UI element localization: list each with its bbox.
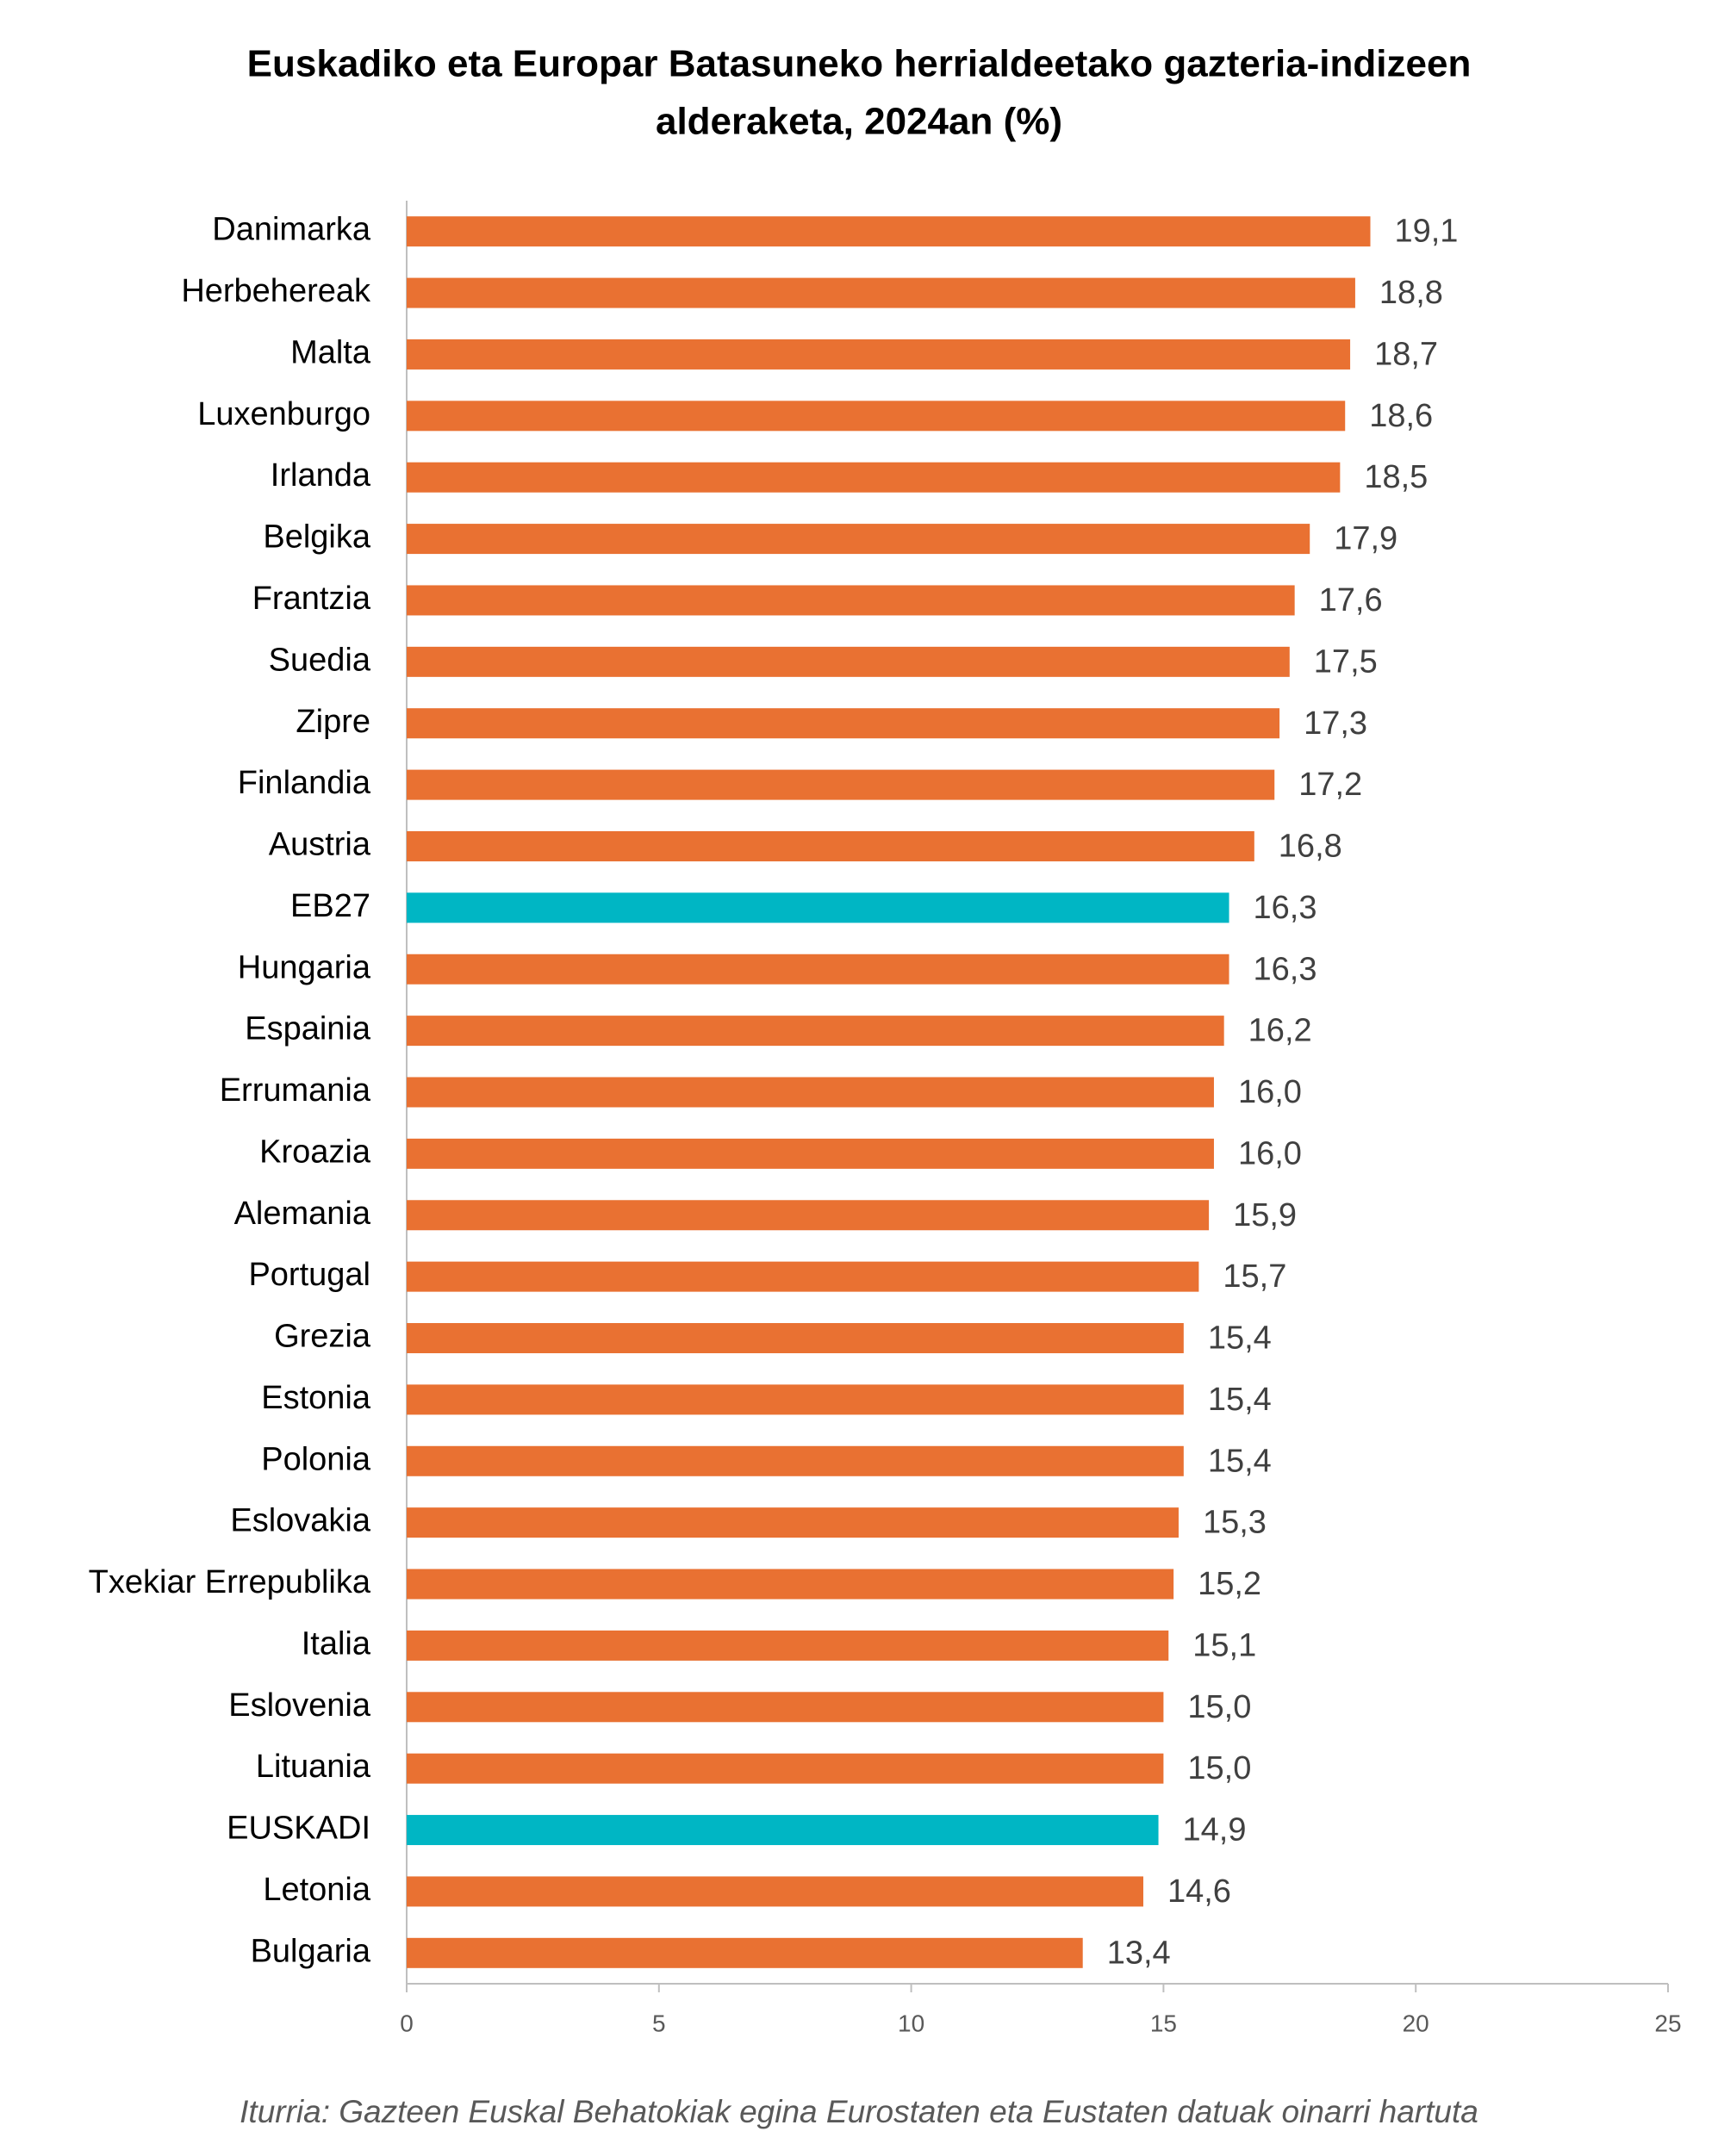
value-label: 14,6 <box>1167 1873 1231 1910</box>
bar <box>407 1323 1184 1354</box>
y-tick-label: Alemania <box>234 1196 371 1232</box>
bar <box>407 830 1254 861</box>
bar <box>407 1876 1143 1907</box>
x-tick-label: 15 <box>1150 2010 1177 2036</box>
y-tick-label: Austria <box>269 827 371 863</box>
value-label: 15,4 <box>1208 1382 1272 1418</box>
value-label: 15,0 <box>1187 1689 1251 1725</box>
value-label: 15,4 <box>1208 1320 1272 1357</box>
x-tick-label: 25 <box>1654 2010 1681 2036</box>
value-label: 16,2 <box>1248 1013 1312 1049</box>
bar <box>407 708 1280 739</box>
y-tick-label: Polonia <box>261 1441 371 1477</box>
value-label: 15,9 <box>1233 1197 1297 1233</box>
value-label: 18,6 <box>1369 398 1433 434</box>
bar <box>407 1630 1169 1661</box>
x-tick-label: 5 <box>652 2010 666 2036</box>
bar <box>407 462 1341 493</box>
bar <box>407 1445 1184 1476</box>
value-label: 17,6 <box>1319 582 1383 618</box>
x-tick-label: 10 <box>898 2010 924 2036</box>
value-label: 15,2 <box>1198 1566 1261 1602</box>
bar <box>407 769 1275 800</box>
bar <box>407 1753 1164 1784</box>
value-label: 18,8 <box>1379 275 1443 311</box>
bar <box>407 277 1355 308</box>
chart-title: alderaketa, 2024an (%) <box>656 101 1062 143</box>
bar <box>407 646 1290 677</box>
y-tick-label: Irlanda <box>271 457 371 494</box>
bar <box>407 1261 1199 1292</box>
y-tick-label: Txekiar Errepublika <box>89 1564 371 1600</box>
value-label: 15,1 <box>1192 1627 1256 1663</box>
value-label: 17,5 <box>1314 643 1378 680</box>
bar <box>407 1569 1174 1600</box>
chart-title: Euskadiko eta Europar Batasuneko herrial… <box>247 43 1472 85</box>
value-label: 15,3 <box>1203 1505 1267 1541</box>
value-label: 16,0 <box>1238 1074 1302 1110</box>
y-tick-label: Belgika <box>263 519 370 556</box>
y-tick-label: Italia <box>302 1625 371 1662</box>
value-label: 17,3 <box>1304 705 1367 742</box>
value-label: 19,1 <box>1394 214 1458 250</box>
value-label: 17,2 <box>1298 767 1362 803</box>
value-label: 16,0 <box>1238 1135 1302 1171</box>
y-tick-label: Espainia <box>245 1011 371 1047</box>
x-tick-label: 0 <box>400 2010 414 2036</box>
bar <box>407 892 1229 923</box>
y-tick-label: Estonia <box>261 1380 371 1416</box>
value-label: 13,4 <box>1107 1935 1171 1971</box>
bar <box>407 954 1229 985</box>
y-tick-label: Kroazia <box>259 1134 371 1170</box>
y-tick-label: Errumania <box>220 1072 371 1109</box>
y-tick-label: Letonia <box>263 1872 371 1908</box>
y-tick-label: Lituania <box>256 1749 371 1785</box>
y-tick-label: Zipre <box>296 704 370 740</box>
x-tick-label: 20 <box>1403 2010 1429 2036</box>
bar <box>407 1507 1179 1538</box>
y-tick-label: Finlandia <box>238 765 371 801</box>
y-tick-label: Hungaria <box>238 949 371 985</box>
value-label: 18,7 <box>1374 336 1438 372</box>
bar <box>407 1937 1083 1968</box>
y-tick-label: Luxenburgo <box>197 396 370 432</box>
value-label: 15,7 <box>1223 1258 1286 1295</box>
value-label: 16,3 <box>1254 951 1317 987</box>
bar <box>407 401 1346 432</box>
bar <box>407 1200 1210 1231</box>
y-tick-label: Danimarka <box>212 212 371 248</box>
bar <box>407 1692 1164 1723</box>
value-label: 15,4 <box>1208 1443 1272 1479</box>
bar <box>407 585 1295 616</box>
bar <box>407 524 1310 555</box>
value-label: 18,5 <box>1364 459 1428 495</box>
bar <box>407 1077 1214 1108</box>
bar <box>407 216 1371 247</box>
value-label: 17,9 <box>1334 521 1397 557</box>
y-tick-label: Frantzia <box>252 581 371 617</box>
value-label: 15,0 <box>1187 1750 1251 1786</box>
y-tick-label: Portugal <box>248 1257 370 1293</box>
bar <box>407 339 1351 370</box>
y-tick-label: Suedia <box>269 642 371 678</box>
y-tick-label: EB27 <box>290 888 370 924</box>
bar <box>407 1138 1214 1169</box>
y-tick-label: Malta <box>290 334 371 370</box>
y-tick-label: EUSKADI <box>227 1811 370 1847</box>
y-tick-label: Eslovakia <box>230 1503 370 1539</box>
y-tick-label: Grezia <box>274 1319 371 1355</box>
bar <box>407 1016 1224 1047</box>
value-label: 14,9 <box>1183 1812 1247 1848</box>
y-tick-label: Bulgaria <box>251 1933 371 1969</box>
value-label: 16,8 <box>1279 829 1342 865</box>
bar <box>407 1815 1159 1846</box>
value-label: 16,3 <box>1254 890 1317 926</box>
y-tick-label: Eslovenia <box>228 1687 371 1724</box>
bar <box>407 1384 1184 1415</box>
y-tick-label: Herbehereak <box>181 273 371 309</box>
source-note: Iturria: Gazteen Euskal Behatokiak egina… <box>240 2094 1478 2129</box>
